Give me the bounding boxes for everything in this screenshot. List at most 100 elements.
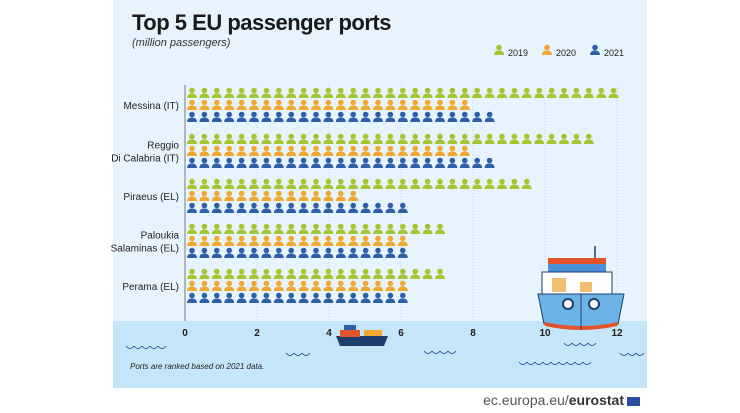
person-head xyxy=(238,268,245,275)
person-head xyxy=(474,87,480,94)
person-icon xyxy=(484,133,495,144)
person-head xyxy=(338,223,344,230)
person-icon xyxy=(335,99,346,110)
person-icon xyxy=(410,99,421,110)
person-body xyxy=(410,105,421,110)
person-body xyxy=(385,274,396,279)
person-body xyxy=(410,117,421,122)
person-head xyxy=(486,157,493,164)
person-body xyxy=(323,286,334,291)
bar-2019 xyxy=(187,268,445,279)
person-icon xyxy=(298,247,309,258)
person-body xyxy=(348,151,359,156)
person-body xyxy=(261,151,272,156)
person-icon xyxy=(323,247,334,258)
person-icon xyxy=(224,202,235,213)
person-body xyxy=(521,184,532,189)
person-body xyxy=(273,184,284,189)
person-icon xyxy=(335,145,346,156)
person-icon xyxy=(187,99,197,110)
person-icon xyxy=(348,247,359,258)
person-body xyxy=(273,151,284,156)
person-body xyxy=(422,93,433,98)
person-icon xyxy=(348,268,359,279)
person-icon xyxy=(236,157,247,168)
person-body xyxy=(494,50,504,55)
person-head xyxy=(276,157,282,164)
person-icon xyxy=(447,157,458,168)
source-link[interactable]: ec.europa.eu/eurostat xyxy=(483,392,640,408)
person-body xyxy=(497,139,507,144)
person-icon xyxy=(435,133,445,144)
person-icon xyxy=(521,87,532,98)
person-head xyxy=(238,223,245,230)
x-tick-label: 4 xyxy=(326,328,332,339)
person-body xyxy=(360,274,371,279)
person-head xyxy=(338,99,344,106)
person-icon xyxy=(236,223,247,234)
person-body xyxy=(435,105,445,110)
bar-2021 xyxy=(187,111,495,122)
person-head xyxy=(362,178,369,185)
person-head xyxy=(276,145,282,152)
person-icon xyxy=(459,157,470,168)
person-icon xyxy=(534,87,545,98)
person-icon xyxy=(187,111,197,122)
person-head xyxy=(325,292,332,299)
person-icon xyxy=(261,111,272,122)
person-body xyxy=(397,298,408,303)
person-head xyxy=(313,87,319,94)
person-icon xyxy=(323,133,334,144)
cargo xyxy=(552,278,566,292)
person-icon xyxy=(261,247,272,258)
person-head xyxy=(276,202,282,209)
person-icon xyxy=(286,280,297,291)
person-body xyxy=(373,93,383,98)
person-icon xyxy=(385,145,396,156)
person-body xyxy=(236,151,247,156)
person-head xyxy=(412,145,418,152)
person-head xyxy=(214,190,220,197)
person-head xyxy=(325,235,332,242)
person-head xyxy=(496,44,502,51)
person-head xyxy=(189,133,195,140)
person-head xyxy=(338,202,344,209)
person-icon xyxy=(224,190,235,201)
person-icon xyxy=(187,268,197,279)
person-body xyxy=(373,274,383,279)
person-head xyxy=(362,145,369,152)
person-body xyxy=(385,93,396,98)
person-icon xyxy=(410,157,421,168)
person-icon xyxy=(273,190,284,201)
person-head xyxy=(387,87,394,94)
person-icon xyxy=(497,178,507,189)
person-body xyxy=(360,184,371,189)
person-body xyxy=(435,139,445,144)
person-icon xyxy=(187,223,197,234)
hull xyxy=(336,336,388,346)
legend-label: 2020 xyxy=(556,48,576,58)
person-head xyxy=(350,202,356,209)
person-icon xyxy=(187,292,197,303)
person-icon xyxy=(249,235,259,246)
person-body xyxy=(373,208,383,213)
person-head xyxy=(325,157,332,164)
person-body xyxy=(236,105,247,110)
person-head xyxy=(437,111,443,118)
person-icon xyxy=(348,87,359,98)
person-head xyxy=(462,99,468,106)
person-body xyxy=(199,151,210,156)
person-body xyxy=(311,229,321,234)
person-body xyxy=(397,105,408,110)
person-head xyxy=(387,133,394,140)
person-head xyxy=(437,157,443,164)
legend-label: 2019 xyxy=(508,48,528,58)
person-head xyxy=(338,178,344,185)
person-head xyxy=(325,99,332,106)
person-head xyxy=(263,280,270,287)
person-body xyxy=(261,241,272,246)
person-body xyxy=(497,93,507,98)
person-head xyxy=(288,178,294,185)
person-body xyxy=(435,151,445,156)
person-icon xyxy=(472,133,483,144)
